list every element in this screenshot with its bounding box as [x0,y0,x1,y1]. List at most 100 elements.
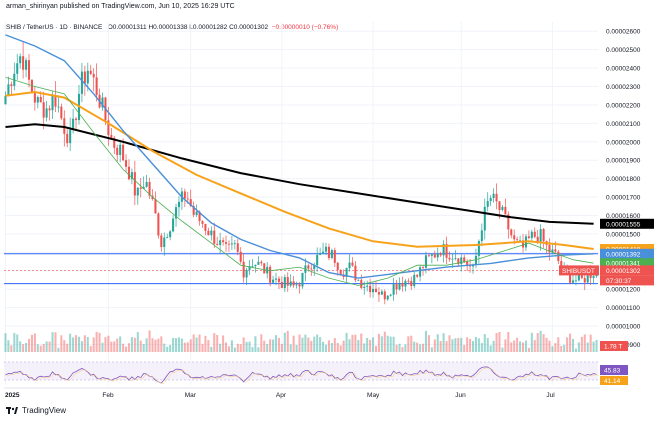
volume-bar [57,347,60,352]
candle-body [233,243,236,245]
candle-body [22,56,25,70]
candle-body [551,249,554,253]
candle-body [177,201,180,208]
candle-body [527,236,530,239]
candle-body [398,283,401,290]
volume-bar [442,333,445,352]
candle-body [448,257,451,260]
volume-bar [104,337,107,352]
candle-body [577,274,580,281]
candle-body [427,255,430,257]
volume-bar [227,346,230,352]
candle-body [25,60,28,70]
candle-body [213,230,216,244]
x-tick-label: May [367,392,380,399]
x-tick-label: Feb [102,392,114,399]
volume-bar [133,337,136,352]
candle-body [227,243,230,245]
symbol-tag [559,265,599,276]
candle-body [207,230,210,236]
candle-body [66,133,69,144]
volume-bar [527,347,530,352]
volume-bar [545,337,548,352]
volume-bar [554,343,557,352]
price-tag-label: 0.00001341 [606,261,641,268]
candle-body [536,236,539,242]
footer: TradingView [6,406,66,415]
candle-body [60,106,63,119]
footer-brand[interactable]: TradingView [22,406,67,415]
countdown-label: 07:30:37 [606,278,632,285]
candle-body [236,243,239,252]
volume-bar [336,342,339,352]
volume-bar [101,342,104,352]
ma-line-ma50 [5,34,594,279]
candle-body [451,258,454,260]
volume-bar [289,344,292,352]
volume-bar [595,339,598,352]
volume-bar [45,341,48,352]
volume-bar [166,346,169,352]
candle-body [33,92,36,103]
volume-bar [304,334,307,352]
candle-body [554,249,557,252]
volume-tag [600,341,628,351]
candle-body [54,94,57,107]
volume-bar [413,341,416,352]
ohlc-values: O0.00001311 H0.00001338 L0.00001282 C0.0… [107,24,269,31]
candle-body [486,201,489,207]
candle-body [433,254,436,258]
candle-body [507,214,510,230]
y-tick-label: 0.00002400 [606,66,641,73]
price-tag-label: 0.00001392 [606,251,641,258]
candle-body [386,295,389,300]
volume-bar [186,342,189,352]
candle-body [192,205,195,215]
volume-bar [577,342,580,352]
candle-body [327,246,330,258]
volume-bar [557,337,560,352]
symbol-name[interactable]: SHIB / TetherUS · 1D · BINANCE [6,24,103,31]
volume-bar [169,344,172,352]
candle-body [401,283,404,287]
volume-bar [392,336,395,352]
volume-bar [39,345,42,352]
candle-body [445,244,448,258]
volume-bar [583,334,586,352]
tradingview-logo-icon[interactable] [6,406,18,415]
volume-bar [27,338,31,352]
candle-body [457,258,460,265]
volume-bar [77,336,81,352]
volume-bar [471,340,475,352]
volume-bar [477,338,480,352]
candle-body [357,279,360,281]
price-chart[interactable]: 0.00002600 0.00002500 0.00002400 0.00002300… [0,0,660,400]
candle-body [89,70,92,74]
candle-body [489,198,492,202]
candle-body [160,235,163,248]
candle-body [463,257,466,262]
candle-body [83,71,86,84]
volume-bar [157,338,160,352]
candle-body [336,262,339,270]
volume-bar [195,337,198,352]
candle-body [80,71,83,94]
volume-bar [448,335,451,352]
candle-body [186,198,189,200]
candle-body [513,235,516,240]
volume-bar [63,340,66,352]
volume-bar [248,341,251,352]
price-tag-ma-50 [600,248,654,259]
volume-bar [501,347,504,352]
volume-bar [586,342,589,352]
volume-bar [130,337,133,352]
candle-body [483,206,486,231]
volume-bar [466,337,469,352]
volume-bar [280,343,283,352]
rsi-ma-tag [600,376,628,385]
candle-body [216,243,219,245]
price-tags: 0.000015550.000014180.000013920.00001341… [559,218,654,385]
volume-bar [548,340,551,352]
ma-line-ma100 [5,90,594,250]
candle-body [439,253,442,256]
